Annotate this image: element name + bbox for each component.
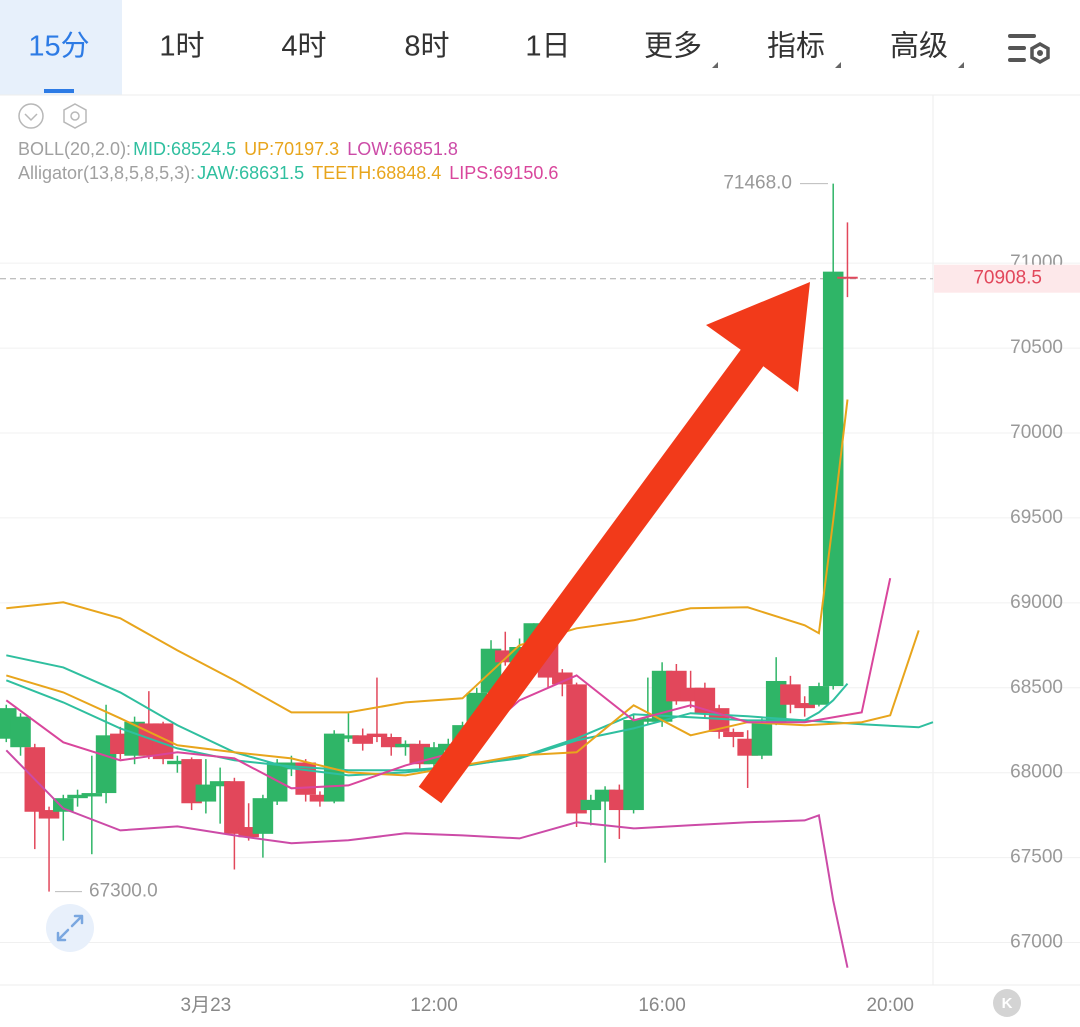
candle-body [580, 799, 602, 811]
candle-body [566, 684, 587, 814]
candle-body [67, 794, 88, 799]
candle-body [152, 723, 174, 760]
legend-entry: LIPS:69150.6 [449, 163, 559, 183]
last-price-bg [934, 264, 1080, 293]
candle-body [38, 810, 60, 819]
y-tick-label: 67500 [1010, 847, 1063, 868]
x-tick-label: 20:00 [866, 995, 914, 1016]
legend-entry: MID:68524.5 [133, 139, 237, 159]
candle-body [751, 721, 773, 756]
candle-body [323, 733, 345, 802]
legend-alligator: Alligator(13,8,5,8,5,3): JAW:68631.5 TEETH… [18, 163, 566, 184]
candle-body [822, 271, 844, 687]
tab[interactable]: 1时 [159, 30, 204, 63]
legend-boll: BOLL(20,2.0): MID:68524.5 UP:70197.3 LOW:66… [18, 139, 466, 160]
y-tick-label: 69500 [1010, 507, 1063, 528]
candle-body [694, 687, 716, 714]
indicator-line [6, 399, 849, 714]
candle-body [352, 735, 373, 744]
tab[interactable]: 更多 [644, 30, 702, 63]
settings-icon[interactable] [1008, 34, 1050, 65]
candle-body [195, 784, 217, 802]
candle-body [252, 798, 274, 834]
x-tick-label: 16:00 [638, 995, 686, 1016]
candle-body [380, 737, 402, 748]
tab[interactable]: 8时 [404, 30, 449, 63]
corner-badge: K [1002, 995, 1013, 1012]
selected-tab-bg [0, 0, 122, 95]
tab[interactable]: 4时 [281, 30, 326, 63]
last-price-label: 70908.5 [973, 268, 1042, 289]
indicator-line [5, 749, 849, 968]
y-tick-label: 68000 [1010, 762, 1063, 783]
candle-body [10, 716, 31, 748]
y-tick-label: 67000 [1010, 932, 1063, 953]
candle-body [53, 798, 74, 812]
y-tick-label: 70000 [1010, 422, 1063, 443]
x-tick-label: 3月23 [181, 995, 232, 1016]
candle-body [623, 720, 644, 811]
legend-label: BOLL(20,2.0): [18, 139, 132, 159]
tab[interactable]: 高级 [890, 30, 948, 63]
candle-body [224, 781, 245, 834]
plot: 67000 67500 68000 68500 69000 69500 70000 70500… [0, 173, 1080, 1016]
extreme-label: 71468.0 [723, 173, 792, 194]
collapse-icon[interactable] [18, 103, 44, 129]
candle-body [837, 276, 858, 279]
legend-entry: UP:70197.3 [244, 139, 340, 159]
annotation-arrow [418, 282, 810, 804]
legend-entry: JAW:68631.5 [197, 163, 305, 183]
candle-body [637, 718, 659, 722]
candle-body [81, 793, 103, 797]
corner-badge-bg [993, 989, 1021, 1017]
legend-entry: LOW:66851.8 [347, 139, 458, 159]
candle-body [780, 684, 801, 705]
candle-body [495, 650, 516, 663]
candle-body [209, 781, 231, 787]
candle-body [366, 733, 388, 738]
dropdown-caret [958, 62, 964, 68]
expand-button[interactable] [46, 904, 94, 952]
candle-body [395, 743, 416, 748]
extreme-label: 67300.0 [89, 881, 158, 902]
candle-body [594, 789, 616, 802]
dropdown-caret [712, 62, 718, 68]
indicator-line [6, 630, 920, 777]
candle-body [167, 760, 188, 765]
indicator-settings-icon[interactable] [63, 103, 87, 129]
y-tick-label: 70500 [1010, 337, 1063, 358]
candle-body [266, 762, 288, 802]
candle-body [309, 794, 331, 802]
x-tick-label: 12:00 [410, 995, 458, 1016]
y-tick-label: 68500 [1010, 677, 1063, 698]
selected-tab-indicator [44, 89, 74, 93]
candle-body [338, 735, 359, 739]
legend-entry: TEETH:68848.4 [312, 163, 442, 183]
legend-label: Alligator(13,8,5,8,5,3): [18, 163, 196, 183]
tab[interactable]: 15分 [28, 31, 89, 63]
y-tick-label: 69000 [1010, 592, 1063, 613]
candle-body [238, 827, 259, 838]
tab[interactable]: 指标 [767, 30, 825, 63]
candle-body [808, 686, 830, 705]
dropdown-caret [835, 62, 841, 68]
candle-body [794, 703, 815, 709]
candle-body [723, 731, 744, 738]
tab[interactable]: 1日 [525, 31, 570, 63]
candle-body [552, 672, 573, 685]
